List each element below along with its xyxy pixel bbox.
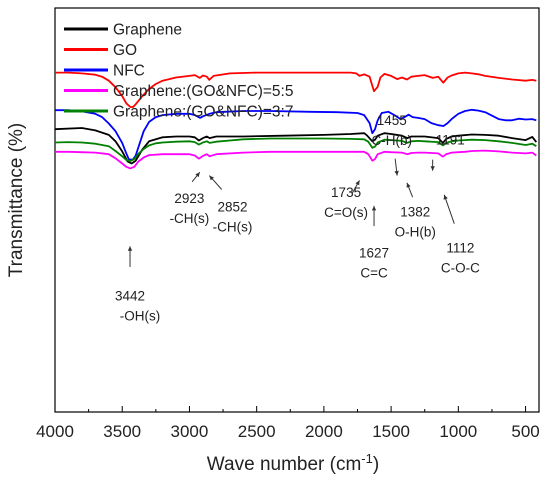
series-line-1 <box>54 127 538 165</box>
annotation-arrow <box>443 194 455 224</box>
legend: Graphene GO NFC Graphene:(GO&NFC)=5:5 Graphe… <box>64 22 293 121</box>
annotation-assignment: C-O-C <box>441 261 480 276</box>
legend-label-4: Graphene:(GO&NFC)=5:5 <box>113 83 293 100</box>
annotation-wavenumber: 1382 <box>400 204 430 219</box>
spectra <box>54 71 538 170</box>
annotation-arrowhead <box>430 166 435 171</box>
x-tick-label: 500 <box>511 422 539 441</box>
annotation-arrowhead <box>394 170 399 176</box>
legend-label-1: Graphene <box>113 22 182 39</box>
annotation-arrowhead <box>355 180 360 186</box>
annotation-wavenumber: 2852 <box>217 200 247 215</box>
annotation-wavenumber: 2923 <box>174 191 204 206</box>
annotation-wavenumber: 1627 <box>359 245 389 260</box>
annotation-wavenumber: 1455 <box>377 113 407 128</box>
x-tick-label: 2500 <box>238 422 276 441</box>
annotation-arrowhead <box>127 246 133 251</box>
series-line-5 <box>54 137 537 162</box>
annotation-assignment: -CH(s) <box>213 220 253 235</box>
annotation-wavenumber: 1112 <box>446 241 474 256</box>
annotation-assignment: O-H(b) <box>395 224 436 239</box>
series-line-2 <box>55 71 537 108</box>
plot-frame <box>54 7 540 413</box>
annotation-assignment: -CH(s) <box>170 211 210 226</box>
peak-annotations: 3442 -OH(s) 2923 -CH(s) 2852 -CH(s) 1735 C=O(s)… <box>115 113 480 324</box>
annotation-assignment: C=O(s) <box>324 205 368 220</box>
annotation-arrowhead <box>371 205 377 211</box>
annotation-wavenumber: 1191 <box>436 132 465 147</box>
annotation-wavenumber: 3442 <box>115 289 145 304</box>
x-tick-label: 1500 <box>372 422 410 441</box>
annotation-assignment: C-H(b) <box>372 133 413 148</box>
annotation-assignment: C=C <box>360 265 388 280</box>
annotation-arrowhead <box>443 194 448 200</box>
x-tick-label: 2000 <box>305 422 343 441</box>
annotation-wavenumber: 1735 <box>331 185 361 200</box>
legend-label-5: Graphene:(GO&NFC)=3:7 <box>113 104 293 121</box>
x-axis-ticks: 4000 3500 3000 2500 2000 1500 1000 500 <box>36 406 540 441</box>
legend-label-3: NFC <box>113 63 145 80</box>
annotation-arrowhead <box>406 182 411 188</box>
annotation-arrowhead <box>209 175 214 181</box>
x-axis-title: Wave number (cm-1) <box>207 451 379 475</box>
y-axis-title: Transmittance (%) <box>6 123 27 278</box>
x-tick-label: 1000 <box>439 422 477 441</box>
annotation-arrowhead <box>195 172 200 178</box>
annotation-assignment: -OH(s) <box>120 309 161 324</box>
series-line-4 <box>55 149 537 170</box>
x-tick-label: 3000 <box>171 422 209 441</box>
x-tick-label: 4000 <box>36 422 74 441</box>
legend-label-2: GO <box>113 42 137 59</box>
x-tick-label: 3500 <box>103 422 141 441</box>
